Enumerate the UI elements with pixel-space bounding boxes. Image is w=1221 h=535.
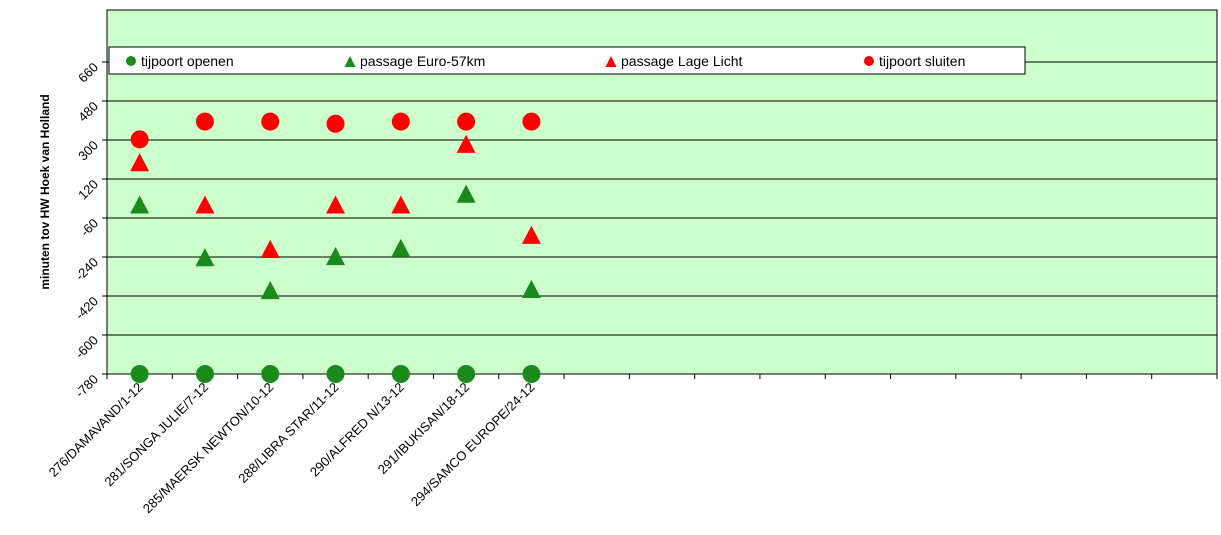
data-point-circle (195, 112, 214, 131)
data-point-circle (391, 112, 410, 131)
data-point-circle (130, 130, 149, 149)
data-point-triangle (260, 281, 280, 300)
data-point-circle (195, 365, 214, 383)
x-tick-label: 285/MAERSK NEWTON/10-12 (140, 380, 277, 517)
data-point-circle (326, 365, 345, 383)
data-point-circle (261, 112, 280, 131)
legend-label: tijpoort openen (141, 53, 234, 69)
grid-lines (107, 61, 1217, 336)
y-tick-label: -420 (72, 294, 101, 323)
y-tick-label: -60 (77, 216, 101, 240)
y-tick-label: 660 (75, 60, 101, 86)
legend-marker-circle (126, 56, 136, 66)
data-point-triangle (456, 184, 476, 203)
data-point-triangle (521, 225, 541, 244)
data-point-circle (457, 112, 476, 131)
legend-marker-circle (864, 56, 874, 66)
data-point-triangle (195, 248, 215, 267)
data-point-triangle (260, 239, 280, 258)
legend-marker-triangle (344, 56, 356, 67)
data-point-triangle (391, 195, 411, 214)
data-point-circle (522, 365, 541, 383)
y-tick-label: -780 (72, 372, 101, 401)
data-point-circle (261, 365, 280, 383)
legend: tijpoort openen passage Euro-57km passage … (108, 46, 1026, 75)
legend-label: tijpoort sluiten (879, 53, 965, 69)
legend-marker-triangle (605, 56, 617, 67)
data-point-circle (391, 365, 410, 383)
data-point-circle (326, 114, 345, 133)
data-point-circle (522, 112, 541, 131)
legend-label: passage Euro-57km (360, 53, 485, 69)
data-point-triangle (326, 195, 346, 214)
y-axis-ticks: -780 -600 -420 -240 -60 120 300 480 660 (72, 60, 107, 401)
data-point-triangle (456, 134, 476, 153)
data-point-triangle (391, 238, 411, 257)
data-point-triangle (195, 195, 215, 214)
y-tick-label: -240 (72, 255, 101, 284)
y-tick-label: 480 (75, 99, 101, 125)
y-tick-label: 120 (75, 177, 101, 203)
data-point-triangle (326, 247, 346, 266)
data-point-triangle (521, 279, 541, 299)
legend-label: passage Lage Licht (621, 53, 743, 69)
x-tick-label: 294/SAMCO EUROPE/24-12 (408, 380, 538, 510)
data-point-circle (130, 365, 149, 383)
y-tick-label: -600 (72, 333, 101, 362)
data-marks (130, 112, 541, 383)
y-tick-label: 300 (75, 138, 101, 164)
data-point-circle (457, 365, 476, 383)
y-axis-title-group: minuten tov HW Hoek van Holland (38, 94, 52, 289)
data-point-triangle (130, 153, 150, 172)
data-point-triangle (130, 195, 150, 214)
y-axis-title: minuten tov HW Hoek van Holland (38, 94, 52, 289)
